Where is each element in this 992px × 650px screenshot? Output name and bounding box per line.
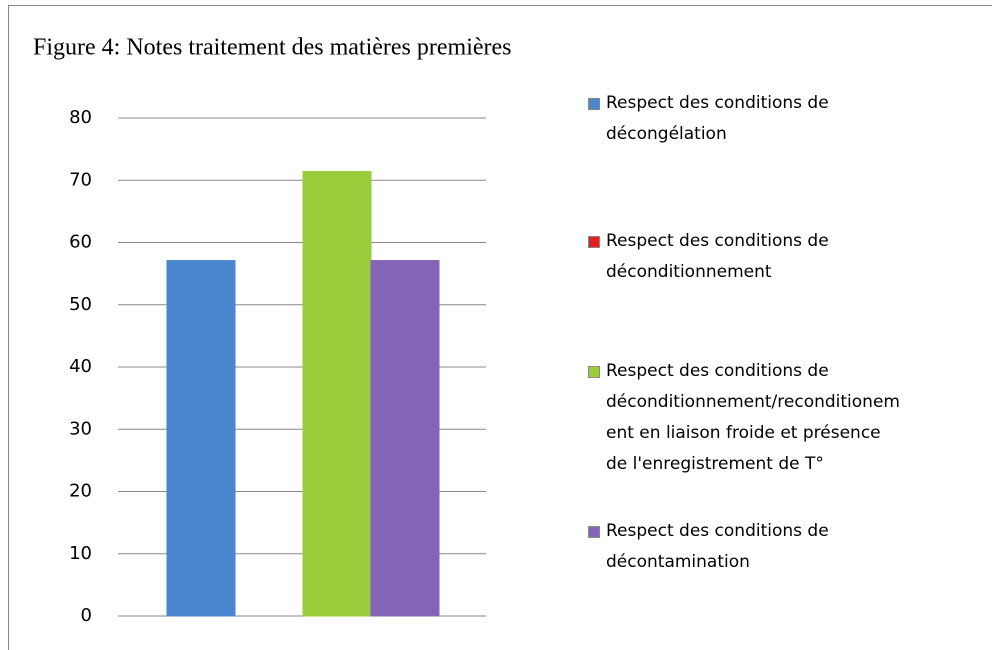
chart-title: Figure 4: Notes traitement des matières … bbox=[33, 35, 512, 61]
y-tick-label: 80 bbox=[69, 107, 92, 128]
legend-label: Respect des conditions de déconditionnem… bbox=[606, 361, 900, 474]
legend-swatch bbox=[588, 236, 600, 248]
legend-label: Respect des conditions de déconditionnem… bbox=[606, 231, 829, 282]
y-tick-label: 0 bbox=[81, 605, 92, 626]
legend-item: Respect des conditions de déconditionnem… bbox=[588, 226, 918, 288]
y-tick-label: 20 bbox=[69, 481, 92, 502]
legend-swatch bbox=[588, 366, 600, 378]
y-tick-label: 60 bbox=[69, 232, 92, 253]
legend-label: Respect des conditions de décongélation bbox=[606, 93, 829, 144]
bar bbox=[370, 260, 440, 617]
y-tick-label: 70 bbox=[69, 169, 92, 190]
bar bbox=[302, 171, 372, 617]
legend-swatch bbox=[588, 526, 600, 538]
legend-item: Respect des conditions de déconditionnem… bbox=[588, 356, 918, 480]
y-tick-label: 10 bbox=[69, 543, 92, 564]
legend-item: Respect des conditions de décongélation bbox=[588, 88, 918, 150]
legend-item: Respect des conditions de décontaminatio… bbox=[588, 516, 918, 578]
bar bbox=[166, 260, 236, 617]
chart-border bbox=[8, 5, 992, 650]
y-tick-label: 30 bbox=[69, 418, 92, 439]
y-tick-label: 50 bbox=[69, 294, 92, 315]
legend-swatch bbox=[588, 98, 600, 110]
y-tick-label: 40 bbox=[69, 356, 92, 377]
legend-label: Respect des conditions de décontaminatio… bbox=[606, 521, 829, 572]
